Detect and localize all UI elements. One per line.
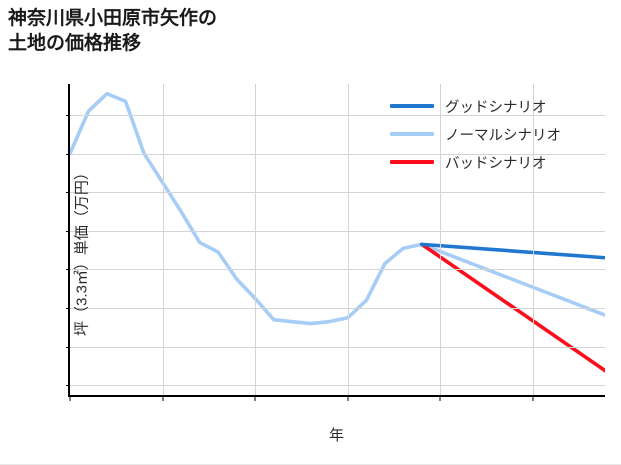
y-tick-mark: [66, 346, 70, 348]
x-tick-mark: [347, 397, 349, 401]
gridline-vertical: [440, 84, 442, 395]
legend-item[interactable]: ノーマルシナリオ: [390, 120, 614, 148]
y-tick-mark: [66, 192, 70, 194]
legend-item[interactable]: バッドシナリオ: [390, 148, 614, 176]
y-axis-title: 坪（3.3㎡）単価（万円）: [73, 165, 91, 336]
chart-title: 神奈川県小田原市矢作の 土地の価格推移: [8, 8, 218, 55]
legend-item-label: バッドシナリオ: [445, 155, 547, 172]
plot-inner: [70, 84, 605, 395]
legend-item[interactable]: グッドシナリオ: [390, 92, 614, 120]
y-tick-mark: [66, 153, 70, 155]
legend-color-swatch: [390, 160, 434, 164]
gridline-horizontal: [70, 230, 605, 232]
gridline-vertical: [347, 84, 349, 395]
x-tick-mark: [69, 397, 71, 401]
legend-item-label: グッドシナリオ: [445, 99, 547, 116]
gridline-horizontal: [70, 346, 605, 348]
gridline-horizontal: [70, 153, 605, 155]
legend-item-label: ノーマルシナリオ: [445, 127, 561, 144]
series-line: [70, 91, 605, 326]
y-tick-mark: [66, 230, 70, 232]
y-tick-mark: [66, 385, 70, 387]
gridline-vertical: [162, 84, 164, 395]
gridline-horizontal: [70, 269, 605, 271]
y-tick-mark: [66, 269, 70, 271]
series-line: [420, 242, 605, 260]
x-tick-mark: [439, 397, 441, 401]
legend-color-swatch: [390, 132, 434, 136]
gridline-vertical: [255, 84, 257, 395]
x-tick-mark: [162, 397, 164, 401]
gridline-horizontal: [70, 192, 605, 194]
gridline-horizontal: [70, 308, 605, 310]
x-tick-mark: [254, 397, 256, 401]
gridline-vertical: [532, 84, 534, 395]
chart-legend: グッドシナリオ ノーマルシナリオ バッドシナリオ: [390, 92, 614, 176]
y-tick-mark: [66, 114, 70, 116]
gridline-horizontal: [70, 114, 605, 116]
plot-area: 2628303234363840 20052010201520202025203…: [66, 84, 605, 401]
legend-color-swatch: [390, 104, 434, 108]
x-axis-title: 年: [328, 427, 344, 444]
x-tick-mark: [532, 397, 534, 401]
y-tick-mark: [66, 308, 70, 310]
gridline-horizontal: [70, 385, 605, 387]
